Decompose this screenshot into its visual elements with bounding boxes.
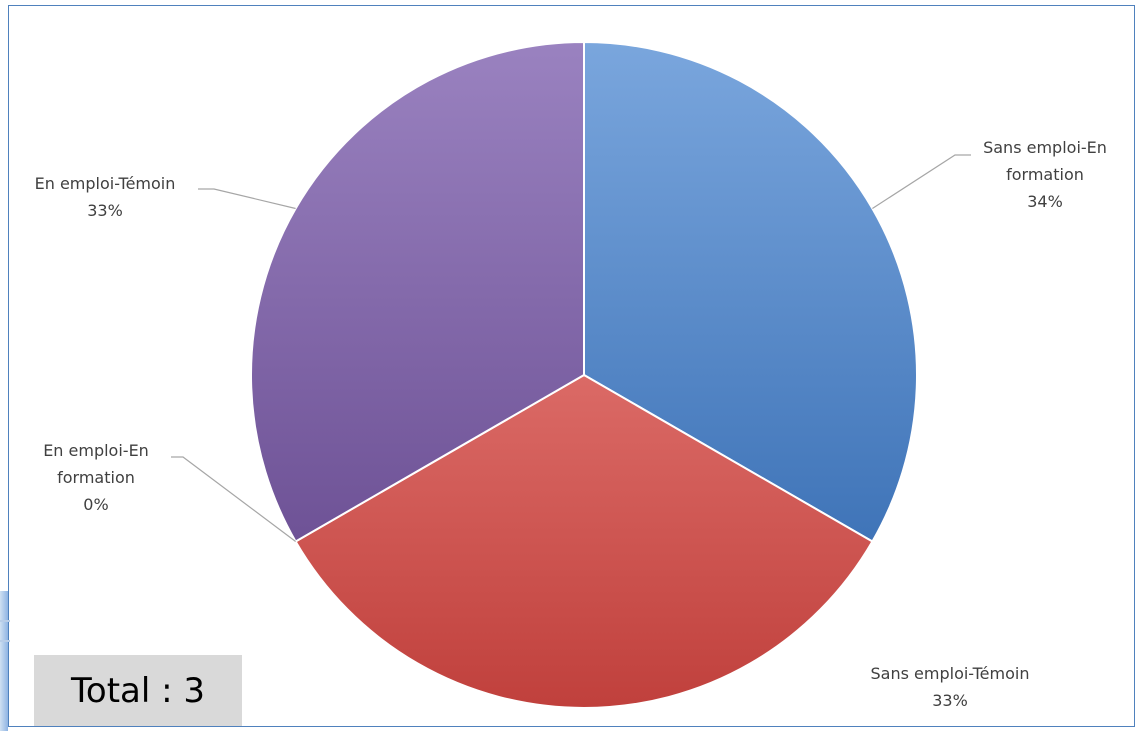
leader-line-1 <box>872 154 971 210</box>
total-box: Total : 3 <box>34 655 242 726</box>
slice-label-3: En emploi-En formation 0% <box>43 441 149 514</box>
slice-label-4: En emploi-Témoin 33% <box>35 174 176 220</box>
slide-decoration-line <box>0 640 10 642</box>
slice-label-2: Sans emploi-Témoin 33% <box>871 664 1030 710</box>
pie-slice-2 <box>294 373 874 709</box>
slice-label-1: Sans emploi-En formation 34% <box>983 138 1107 211</box>
leader-line-4 <box>198 188 296 210</box>
total-text: Total : 3 <box>70 670 206 711</box>
pie-slice-4 <box>250 40 585 543</box>
leader-line-3 <box>171 456 296 542</box>
slide-decoration <box>0 591 8 731</box>
slide-decoration-line <box>0 620 10 622</box>
pie-slice-1 <box>583 40 918 543</box>
